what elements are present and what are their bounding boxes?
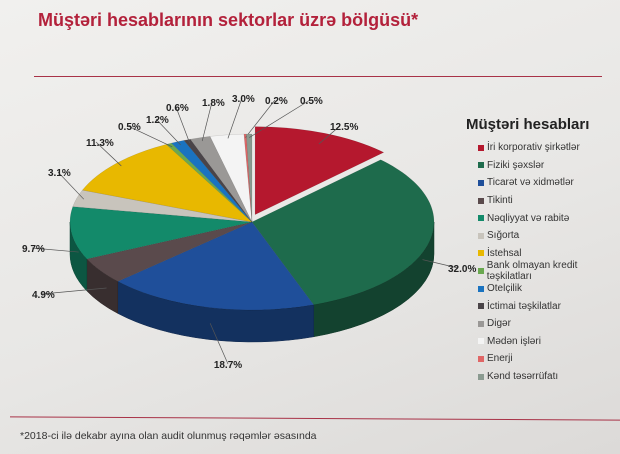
data-label: 1.2% <box>146 115 169 126</box>
leader-line <box>422 259 459 269</box>
legend-swatch <box>478 355 484 362</box>
legend-swatch <box>478 267 484 274</box>
legend-swatch <box>478 338 484 345</box>
legend-item: Bank olmayan kredit təşkilatları <box>478 259 620 282</box>
legend-swatch <box>478 162 484 169</box>
pie-slice <box>243 133 253 223</box>
pie-slice <box>72 189 253 223</box>
pie-slice <box>251 159 435 306</box>
legend-label: Digər <box>487 318 511 330</box>
legend-item: Tikinti <box>478 192 620 210</box>
data-label: 32.0% <box>448 264 476 275</box>
legend-item: Mədən işləri <box>478 333 620 351</box>
leader-line <box>201 101 213 142</box>
legend-item: Sığorta <box>478 227 620 245</box>
data-label: 18.7% <box>214 360 242 371</box>
legend-item: Enerji <box>478 350 620 368</box>
legend-item: Ticarət və xidmətlər <box>478 174 620 192</box>
legend-label: İri korporativ şirkətlər <box>487 142 580 154</box>
legend-swatch <box>478 197 484 204</box>
legend-label: Kənd təsərrüfatı <box>487 371 559 383</box>
leader-line <box>175 106 191 144</box>
leader-line <box>318 125 341 145</box>
leader-line <box>127 125 173 148</box>
data-label: 1.8% <box>202 98 225 109</box>
legend-item: İctimai təşkilatlar <box>478 297 620 315</box>
leader-line <box>95 141 122 167</box>
legend-label: Bank olmayan kredit təşkilatları <box>486 259 578 282</box>
legend-label: Otelçilik <box>487 283 523 295</box>
pie-slice <box>254 126 385 216</box>
legend-label: Ticarət və xidmətlər <box>487 177 574 189</box>
data-label: 12.5% <box>330 122 358 133</box>
pie-slice <box>246 133 253 223</box>
legend-item: Fiziki şəxslər <box>478 157 620 175</box>
top-divider <box>34 76 602 77</box>
legend-label: İstehsal <box>487 247 522 259</box>
leader-line <box>249 99 311 138</box>
pie-slice <box>209 133 253 223</box>
legend-item: Otelçilik <box>478 280 620 298</box>
pie-slice <box>69 206 253 260</box>
legend-swatch <box>478 373 484 380</box>
legend-label: Nəqliyyat və rabitə <box>487 212 570 224</box>
data-label: 0.2% <box>265 96 288 107</box>
data-label: 3.1% <box>48 168 71 179</box>
pie-slice <box>86 221 253 282</box>
legend-swatch <box>478 179 484 186</box>
data-label: 0.5% <box>118 122 141 133</box>
legend-item: Kənd təsərrüfatı <box>478 368 620 386</box>
legend-item: Nəqliyyat və rabitə <box>478 209 620 227</box>
legend-swatch <box>478 250 484 257</box>
legend-item: İri korporativ şirkətlər <box>478 139 620 157</box>
legend-swatch <box>478 285 484 292</box>
data-label: 3.0% <box>232 94 255 105</box>
leader-line <box>227 97 243 139</box>
pie-slice <box>81 144 253 223</box>
leader-line <box>209 323 229 365</box>
data-label: 4.9% <box>32 290 55 301</box>
legend-label: Mədən işləri <box>487 335 541 347</box>
leader-line <box>41 287 107 295</box>
legend-swatch <box>478 303 484 310</box>
data-label: 0.6% <box>166 103 189 114</box>
pie-slice <box>183 138 253 223</box>
leader-line <box>31 247 79 253</box>
footnote: *2018-ci ilə dekabr ayına olan audit olu… <box>20 430 317 442</box>
legend-swatch <box>478 144 484 151</box>
legend-swatch <box>478 215 484 222</box>
leader-line <box>155 118 181 146</box>
legend-label: Enerji <box>487 353 513 365</box>
legend-item: Digər <box>478 315 620 333</box>
legend-label: Sığorta <box>487 230 520 242</box>
data-label: 11.3% <box>86 138 114 149</box>
legend-label: İctimai təşkilatlar <box>487 300 561 312</box>
page-title: Müştəri hesablarının sektorlar üzrə bölg… <box>38 10 419 30</box>
pie-slice <box>189 136 253 223</box>
leader-line <box>245 99 276 138</box>
legend-item: İstehsal <box>478 245 620 263</box>
data-label: 9.7% <box>22 244 45 255</box>
pie-slice <box>117 221 315 311</box>
legend-swatch <box>478 232 484 239</box>
legend-swatch <box>478 320 484 327</box>
legend-label: Fiziki şəxslər <box>487 159 545 171</box>
data-label: 0.5% <box>300 96 323 107</box>
legend-label: Tikinti <box>487 195 513 207</box>
legend-title: Müştəri hesabları <box>466 116 590 133</box>
leader-line <box>57 171 85 200</box>
legend: Müştəri hesabları İri korporativ şirkətl… <box>466 116 620 385</box>
